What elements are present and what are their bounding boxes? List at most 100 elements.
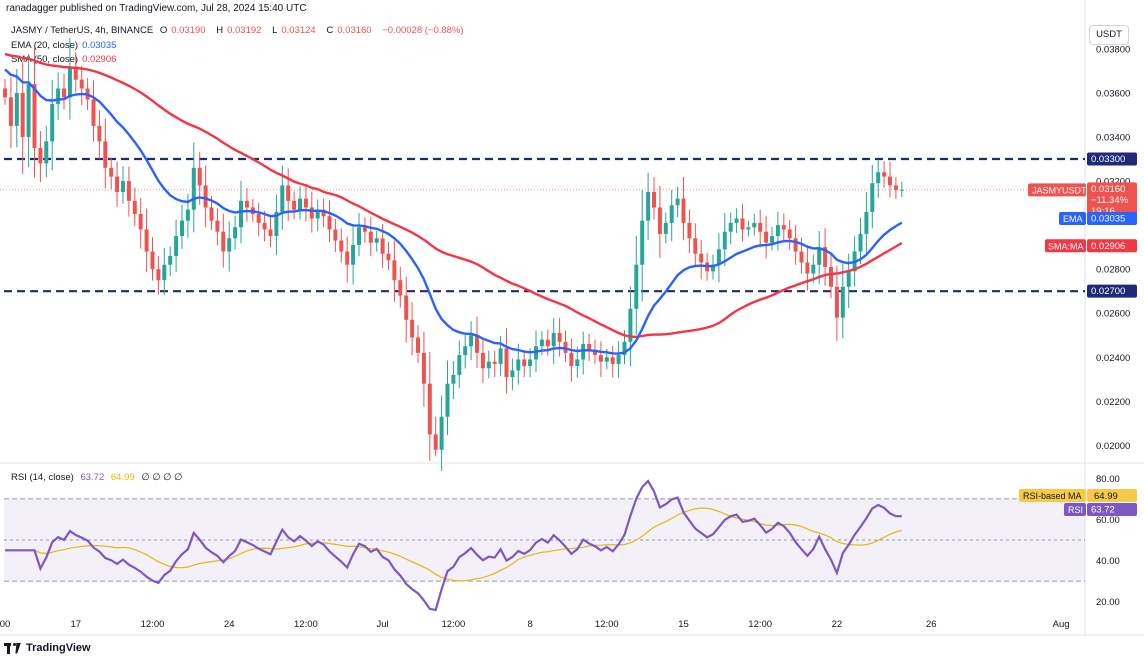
rsi-tag-text: RSI [1068, 505, 1083, 515]
candle-body [274, 211, 279, 237]
rsi-value-tag-text: 63.72 [1091, 505, 1115, 516]
grid-layer [0, 0, 1144, 636]
candle-body [811, 264, 816, 274]
candle-body [498, 348, 503, 364]
candle-body [203, 185, 208, 208]
candle-body [722, 231, 727, 250]
candle-body [781, 225, 786, 230]
candle-body [67, 66, 72, 98]
ema-legend-label: EMA (20, close) [11, 40, 79, 51]
candle-body [834, 286, 839, 318]
candle-body [663, 222, 668, 234]
candle-body [327, 216, 332, 230]
time-tick-label: 00 [0, 619, 10, 630]
ohlc-open: O 0.03190 [159, 25, 206, 36]
ema-tag-bg [1059, 211, 1086, 225]
rsi-ma-value-tag: 64.99 [1087, 489, 1137, 502]
ema-tag-text: EMA [1063, 214, 1083, 224]
candle-body [38, 147, 43, 164]
currency-button[interactable]: USDT [1089, 25, 1129, 45]
candle-body [32, 84, 37, 148]
candle-body [321, 209, 326, 217]
candle-body [622, 341, 627, 356]
tradingview-footer[interactable]: TradingView [4, 642, 91, 654]
candle-body [20, 92, 25, 137]
price-tick-label: 0.02600 [1096, 309, 1130, 320]
candle-body [864, 211, 869, 234]
candle-body [628, 308, 633, 342]
candle-body [480, 352, 485, 369]
candle-body [132, 200, 137, 215]
candle-body [109, 167, 114, 177]
candle-body [286, 185, 291, 201]
candle-body [79, 79, 84, 89]
candle-body [858, 233, 863, 252]
candle-body [675, 198, 680, 206]
rsi-tick-label: 20.00 [1096, 597, 1120, 608]
ema-price-tag-bg [1087, 211, 1137, 225]
ema-tag: EMA [1059, 211, 1086, 225]
price-tick-label: 0.03800 [1096, 44, 1130, 55]
candle-body [26, 84, 31, 137]
candle-body [616, 355, 621, 364]
candle-body [73, 66, 78, 80]
candle-body [716, 249, 721, 265]
time-tick-label: Jul [377, 619, 389, 630]
symbol-tag-text: JASMYUSDT [1032, 185, 1087, 195]
moving-average-layer [4, 52, 903, 355]
candle-body [463, 346, 468, 356]
candle-body [681, 198, 686, 223]
rsi-legend-empty: ∅ ∅ ∅ ∅ [141, 472, 183, 483]
candle-body [557, 333, 562, 342]
candle-body [386, 253, 391, 261]
candle-body [634, 264, 639, 309]
candle-body [492, 361, 497, 364]
time-tick-label: 12:00 [595, 619, 619, 630]
candle-body [657, 207, 662, 234]
candle-body [97, 125, 102, 142]
price-tick-label: 0.02800 [1096, 265, 1130, 276]
candle-body [870, 183, 875, 212]
publisher-line: ranadagger published on TradingView.com,… [6, 3, 307, 14]
rsi-legend: RSI (14, close) 63.72 64.99 ∅ ∅ ∅ ∅ [11, 472, 186, 483]
ema-price-tag: 0.03035 [1087, 211, 1137, 225]
candle-body [451, 374, 456, 384]
candle-body [333, 229, 338, 241]
rsi-layer [4, 479, 1085, 612]
candle-body [239, 200, 243, 228]
rsi-tag: RSI [1064, 503, 1086, 516]
candle-body [298, 198, 302, 210]
resistance-price-tag-text: 0.03300 [1091, 154, 1125, 165]
price-tick-label: 0.03200 [1096, 177, 1130, 188]
ema-20-line [4, 68, 903, 355]
time-tick-label: 12:00 [141, 619, 165, 630]
rsi-value-tag-bg [1087, 503, 1137, 516]
candle-body [185, 209, 190, 221]
candle-body [840, 286, 845, 318]
candle-body [687, 222, 692, 239]
candle-body [740, 218, 745, 230]
candle-body [309, 207, 314, 219]
candle-body [734, 218, 739, 223]
candle-body [221, 231, 226, 252]
rsi-legend-ma: 64.99 [110, 472, 135, 483]
rsi-legend-label: RSI (14, close) [11, 472, 74, 483]
candle-body [339, 240, 344, 252]
candle-body [805, 262, 810, 274]
candle-body [138, 214, 143, 230]
time-tick-label: 22 [832, 619, 843, 630]
last-price-tag: 0.03160−11.34%19:16 [1087, 182, 1137, 218]
candle-body [775, 225, 780, 237]
sma-legend-value: 0.02906 [82, 54, 117, 65]
candle-body [416, 337, 420, 353]
rsi-ma-tag-bg [1019, 489, 1086, 502]
candle-body [156, 269, 161, 281]
candle-body [439, 416, 444, 450]
candle-body [62, 88, 66, 98]
candle-body [787, 229, 792, 239]
candle-body [646, 192, 651, 221]
sma-legend: SMA (50, close) 0.02906 [11, 54, 120, 65]
last-price-tag-text: 19:16 [1091, 206, 1115, 217]
symbol-tag: JASMYUSDT [1028, 183, 1087, 197]
